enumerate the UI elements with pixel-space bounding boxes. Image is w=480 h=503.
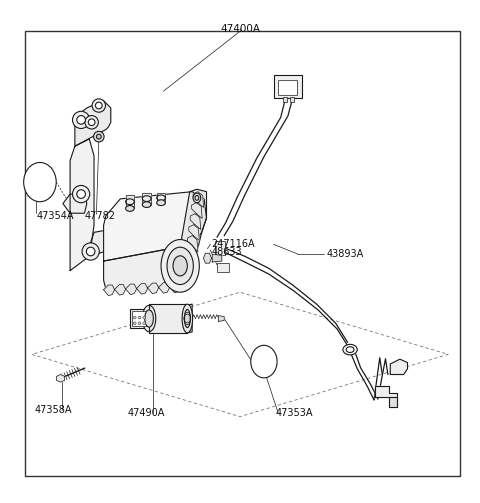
Ellipse shape (145, 310, 154, 327)
Circle shape (143, 316, 146, 319)
Bar (290, 98, 294, 102)
Ellipse shape (143, 305, 156, 331)
Circle shape (86, 247, 95, 256)
Bar (275, 75, 302, 99)
Ellipse shape (251, 345, 277, 378)
Circle shape (133, 322, 136, 325)
Polygon shape (212, 255, 222, 262)
Polygon shape (193, 192, 204, 207)
Ellipse shape (24, 162, 56, 202)
Ellipse shape (346, 347, 354, 353)
Text: 43893A: 43893A (326, 249, 363, 259)
Ellipse shape (182, 304, 192, 333)
Circle shape (143, 322, 146, 325)
Circle shape (82, 243, 99, 260)
Polygon shape (115, 285, 126, 295)
Ellipse shape (157, 200, 165, 206)
Ellipse shape (343, 345, 357, 355)
Bar (215, 241, 225, 256)
Bar (132, 311, 149, 325)
Polygon shape (148, 283, 158, 294)
Text: 48633: 48633 (211, 247, 242, 258)
Circle shape (138, 316, 141, 319)
Circle shape (96, 134, 101, 139)
Polygon shape (104, 192, 206, 261)
Polygon shape (157, 193, 165, 203)
Polygon shape (390, 359, 408, 375)
Polygon shape (169, 282, 180, 293)
Polygon shape (104, 285, 115, 296)
Circle shape (72, 111, 90, 128)
Polygon shape (56, 375, 65, 382)
Circle shape (138, 322, 141, 325)
Text: 47490A: 47490A (128, 408, 165, 418)
Bar (278, 79, 298, 95)
Polygon shape (375, 386, 396, 397)
Text: 247116A: 247116A (211, 239, 255, 249)
Circle shape (88, 119, 95, 126)
Ellipse shape (193, 193, 201, 203)
Ellipse shape (143, 202, 151, 207)
Polygon shape (389, 397, 396, 407)
Circle shape (77, 116, 85, 124)
Ellipse shape (184, 309, 190, 327)
Circle shape (133, 316, 136, 319)
Ellipse shape (126, 199, 134, 205)
Polygon shape (187, 304, 192, 333)
Text: 47358A: 47358A (35, 405, 72, 415)
Ellipse shape (157, 195, 165, 201)
Polygon shape (63, 194, 87, 213)
Polygon shape (158, 283, 169, 293)
Bar (283, 98, 287, 102)
Polygon shape (143, 193, 151, 205)
Text: 47782: 47782 (84, 211, 116, 221)
Circle shape (85, 116, 98, 129)
Circle shape (92, 99, 106, 112)
Polygon shape (104, 246, 194, 290)
Circle shape (72, 186, 90, 203)
Ellipse shape (143, 196, 151, 202)
Polygon shape (187, 236, 198, 252)
Bar (217, 263, 229, 272)
Polygon shape (189, 225, 199, 240)
Ellipse shape (126, 206, 134, 211)
Polygon shape (190, 214, 201, 229)
Polygon shape (192, 203, 202, 218)
Bar (130, 309, 152, 328)
Polygon shape (204, 253, 212, 263)
Polygon shape (137, 284, 148, 294)
Ellipse shape (173, 256, 187, 276)
Polygon shape (180, 189, 206, 285)
Polygon shape (149, 304, 187, 333)
Polygon shape (126, 195, 134, 208)
Polygon shape (75, 101, 111, 146)
Text: 47353A: 47353A (276, 408, 313, 418)
Polygon shape (70, 139, 94, 271)
Polygon shape (89, 227, 123, 257)
Circle shape (77, 190, 85, 198)
Text: 47354A: 47354A (36, 211, 74, 221)
Circle shape (94, 131, 104, 142)
Text: 47400A: 47400A (220, 24, 260, 34)
Polygon shape (126, 284, 137, 295)
Polygon shape (218, 316, 224, 321)
Ellipse shape (167, 247, 193, 285)
Ellipse shape (161, 239, 199, 292)
Ellipse shape (195, 196, 199, 200)
Circle shape (96, 102, 102, 109)
